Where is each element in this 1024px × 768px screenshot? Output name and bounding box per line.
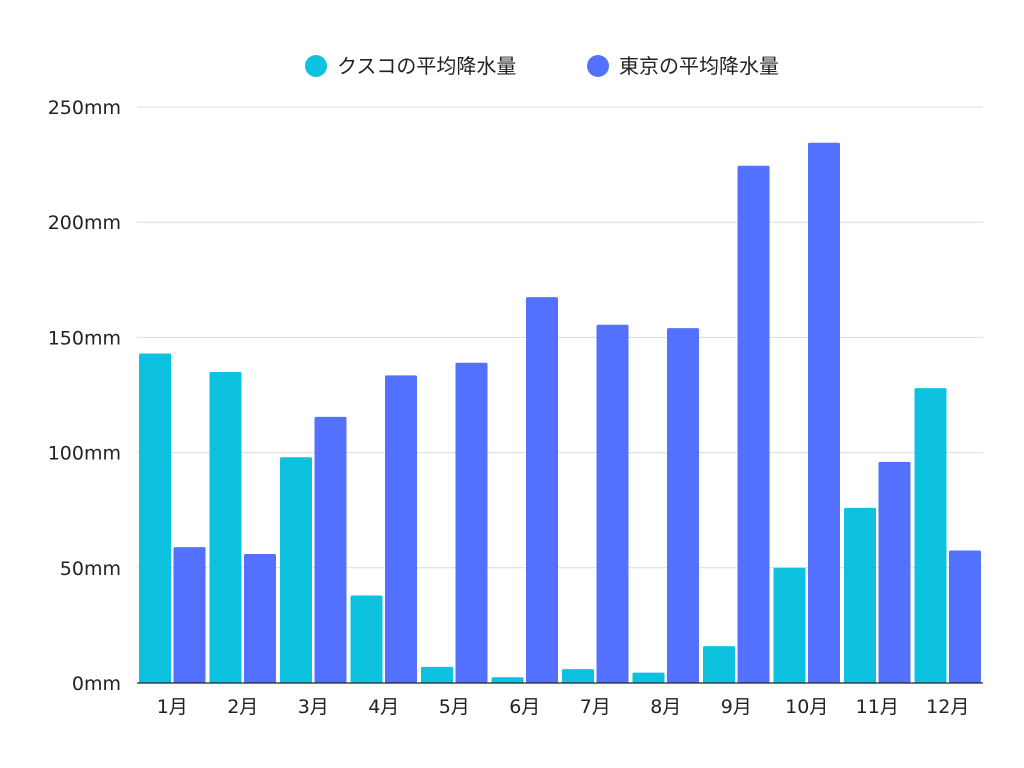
x-tick-label: 9月 <box>721 696 752 718</box>
legend: クスコの平均降水量 東京の平均降水量 <box>305 54 779 78</box>
y-tick-labels: 0mm 50mm 100mm 150mm 200mm 250mm <box>48 97 121 695</box>
x-tick-label: 11月 <box>856 696 899 718</box>
bar-tokyo-6 <box>526 297 558 683</box>
bar-tokyo-12 <box>949 550 981 683</box>
y-tick-label: 50mm <box>60 558 121 580</box>
bar-tokyo-7 <box>596 324 629 683</box>
x-tick-label: 12月 <box>926 696 969 718</box>
x-tick-label: 1月 <box>157 696 188 718</box>
x-tick-label: 10月 <box>785 696 828 718</box>
legend-label-cusco: クスコの平均降水量 <box>337 54 516 78</box>
y-tick-label: 150mm <box>48 327 121 349</box>
x-tick-labels: 1月 2月 3月 4月 5月 6月 7月 8月 9月 10月 11月 12月 <box>157 696 970 718</box>
y-tick-label: 100mm <box>48 443 121 465</box>
bar-cusco-11 <box>844 507 876 683</box>
x-tick-label: 8月 <box>650 696 681 718</box>
bar-cusco-10 <box>773 567 806 683</box>
bar-tokyo-8 <box>667 328 699 683</box>
bar-tokyo-2 <box>244 553 276 683</box>
bar-cusco-6 <box>491 677 524 683</box>
x-tick-label: 5月 <box>439 696 470 718</box>
x-tick-label: 6月 <box>509 696 540 718</box>
bars <box>139 142 981 683</box>
bar-cusco-5 <box>421 666 453 683</box>
bar-cusco-7 <box>562 669 594 683</box>
y-tick-label: 0mm <box>72 673 121 695</box>
bar-tokyo-9 <box>737 165 770 683</box>
y-tick-label: 250mm <box>48 97 121 119</box>
bar-tokyo-5 <box>455 362 488 683</box>
bar-tokyo-11 <box>878 461 911 683</box>
bar-cusco-3 <box>280 457 312 683</box>
x-tick-label: 3月 <box>298 696 329 718</box>
x-tick-label: 2月 <box>227 696 258 718</box>
bar-tokyo-4 <box>385 375 417 683</box>
bar-tokyo-3 <box>314 416 347 683</box>
gridlines <box>137 106 983 569</box>
x-tick-label: 4月 <box>368 696 399 718</box>
bar-tokyo-1 <box>173 547 206 683</box>
bar-cusco-8 <box>632 672 665 683</box>
legend-marker-tokyo <box>587 55 609 77</box>
y-tick-label: 200mm <box>48 212 121 234</box>
legend-marker-cusco <box>305 55 327 77</box>
bar-cusco-9 <box>703 646 735 683</box>
bar-cusco-12 <box>914 388 947 683</box>
bar-cusco-1 <box>139 353 171 683</box>
x-tick-label: 7月 <box>580 696 611 718</box>
bar-cusco-4 <box>350 595 383 683</box>
bar-cusco-2 <box>209 371 242 683</box>
bar-tokyo-10 <box>808 142 840 683</box>
legend-label-tokyo: 東京の平均降水量 <box>619 54 779 78</box>
